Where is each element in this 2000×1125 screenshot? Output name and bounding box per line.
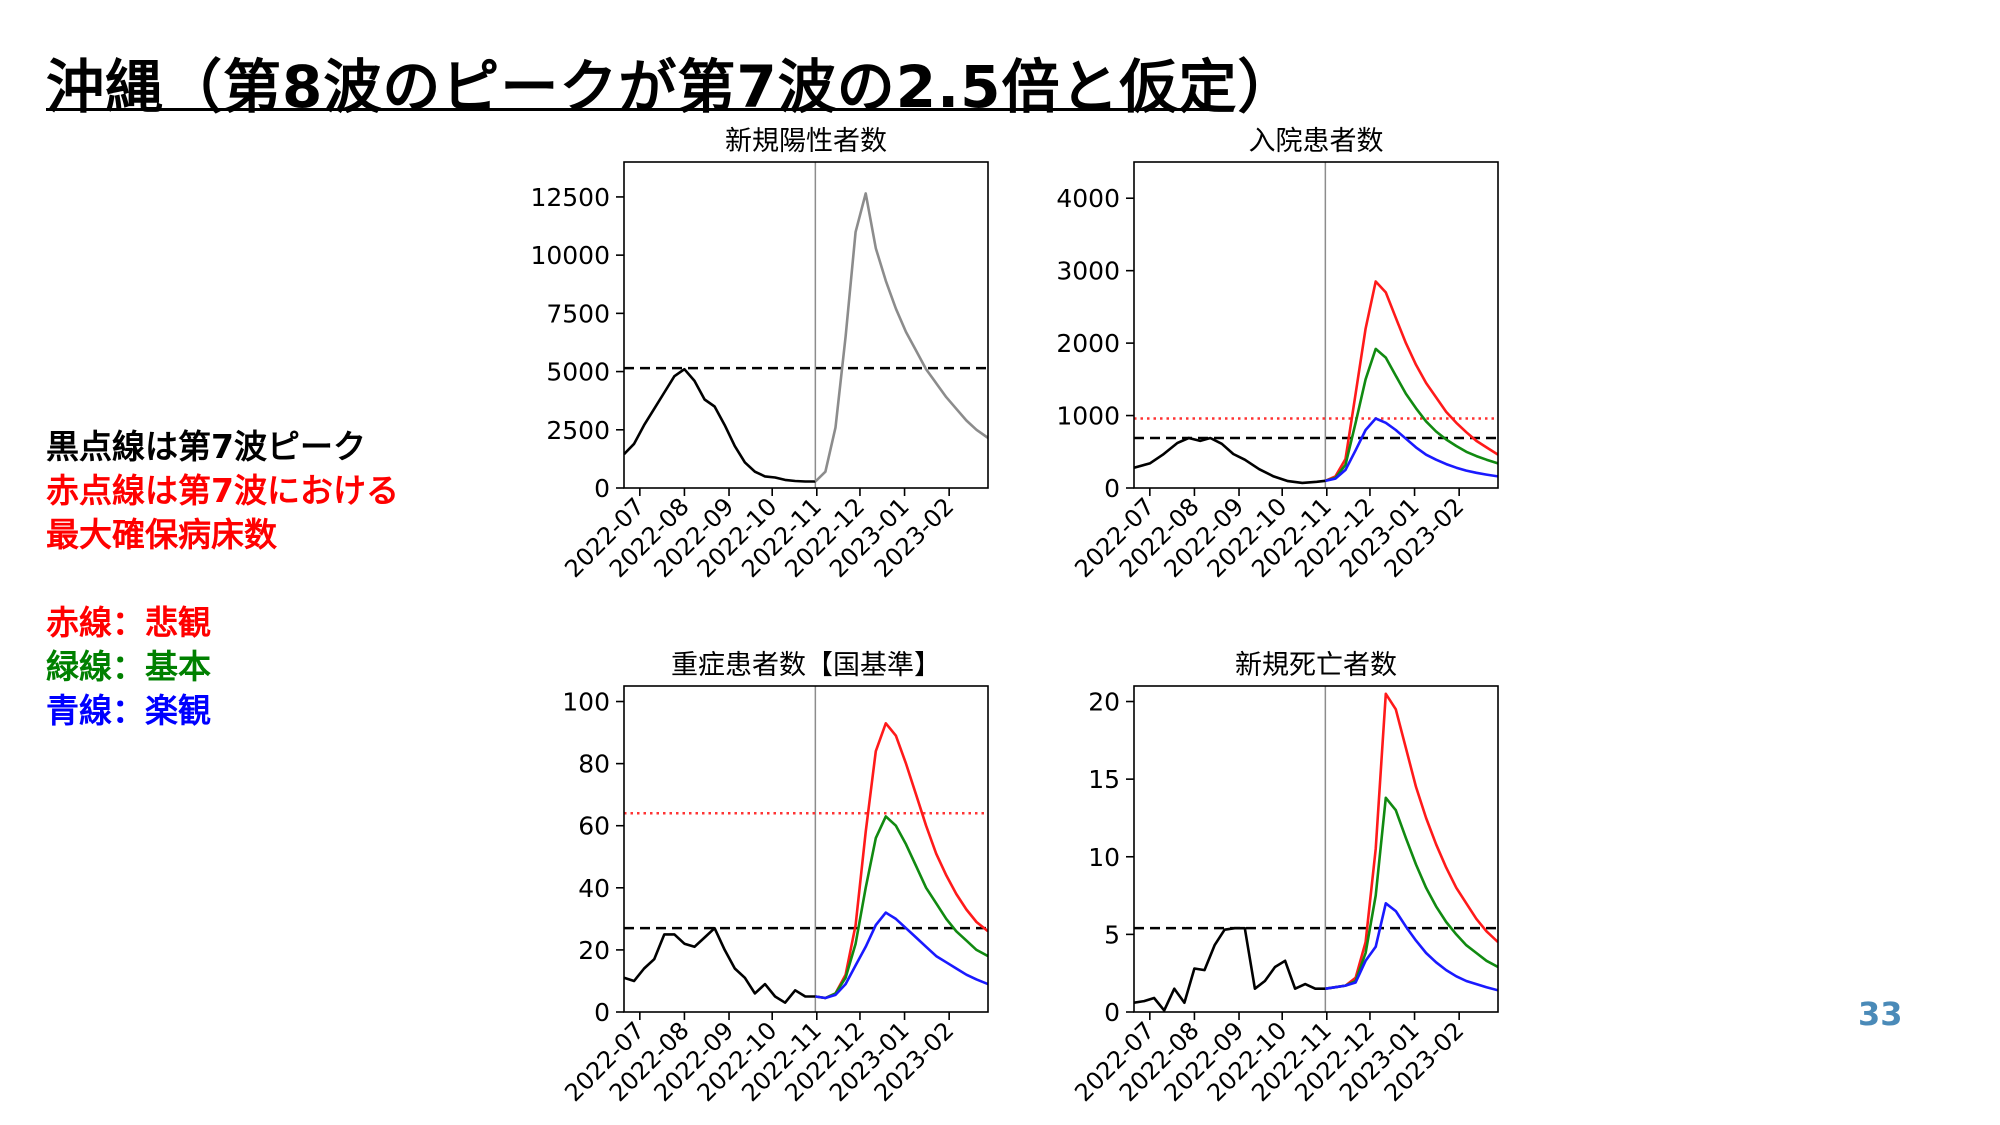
- y-tick-label: 20: [578, 936, 610, 965]
- note-pessimistic: 赤線：悲観: [46, 603, 211, 642]
- y-tick-label: 5: [1104, 920, 1120, 949]
- y-tick-label: 100: [562, 688, 610, 717]
- series-base-line: [1325, 347, 1498, 483]
- note-red-dotted: 赤点線は第7波における: [46, 471, 399, 510]
- page-number: 33: [1858, 995, 1903, 1033]
- y-tick-label: 12500: [530, 183, 610, 212]
- series-observed-line: [1134, 436, 1326, 485]
- chart-panel-4: 新規死亡者数051015202022-072022-082022-092022-…: [1069, 650, 1499, 1107]
- series-pessimistic-line: [1324, 280, 1498, 482]
- y-tick-label: 15: [1088, 765, 1120, 794]
- y-tick-label: 5000: [546, 358, 610, 387]
- y-tick-label: 40: [578, 874, 610, 903]
- title-underline: [46, 108, 1230, 111]
- series-base-line: [815, 815, 988, 1000]
- legend-notes: 黒点線は第7波ピーク 赤点線は第7波における 最大確保病床数 赤線：悲観 緑線：…: [46, 425, 399, 733]
- series-projection-line: [814, 192, 988, 483]
- y-tick-label: 4000: [1056, 184, 1120, 213]
- y-tick-label: 2500: [546, 416, 610, 445]
- y-tick-label: 3000: [1056, 257, 1120, 286]
- y-tick-label: 0: [1104, 998, 1120, 1027]
- y-tick-label: 80: [578, 750, 610, 779]
- plot-frame: [623, 161, 989, 489]
- series-optimistic-line: [815, 911, 988, 1000]
- y-tick-label: 60: [578, 812, 610, 841]
- y-tick-label: 0: [594, 998, 610, 1027]
- chart-title: 入院患者数: [1249, 126, 1384, 157]
- series-observed-line: [624, 367, 816, 483]
- series-observed-line: [1134, 926, 1326, 1012]
- plot-frame: [1133, 685, 1499, 1013]
- series-observed-line: [624, 926, 816, 1005]
- y-tick-label: 20: [1088, 688, 1120, 717]
- plot-frame: [1133, 161, 1499, 489]
- y-tick-label: 2000: [1056, 329, 1120, 358]
- chart-panel-1: 新規陽性者数025005000750010000125002022-072022…: [530, 126, 989, 583]
- y-tick-label: 10000: [530, 241, 610, 270]
- chart-title: 重症患者数【国基準】: [671, 650, 941, 681]
- series-base-line: [1325, 796, 1498, 990]
- note-base: 緑線：基本: [46, 647, 211, 686]
- chart-panel-3: 重症患者数【国基準】0204060801002022-072022-082022…: [559, 650, 989, 1107]
- y-tick-label: 1000: [1056, 402, 1120, 431]
- note-red-dotted-cont: 最大確保病床数: [46, 515, 277, 554]
- plot-frame: [623, 685, 989, 1013]
- series-optimistic-line: [1325, 901, 1498, 992]
- y-tick-label: 0: [594, 474, 610, 503]
- chart-title: 新規死亡者数: [1235, 650, 1397, 681]
- note-optimistic: 青線：楽観: [46, 691, 211, 730]
- series-pessimistic-line: [1325, 692, 1498, 990]
- series-pessimistic-line: [815, 721, 988, 1000]
- y-tick-label: 7500: [546, 299, 610, 328]
- series-optimistic-line: [1325, 417, 1498, 483]
- chart-title: 新規陽性者数: [725, 126, 887, 157]
- chart-panel-2: 入院患者数010002000300040002022-072022-082022…: [1056, 126, 1499, 583]
- note-black-dashed: 黒点線は第7波ピーク: [46, 427, 366, 466]
- y-tick-label: 10: [1088, 843, 1120, 872]
- y-tick-label: 0: [1104, 474, 1120, 503]
